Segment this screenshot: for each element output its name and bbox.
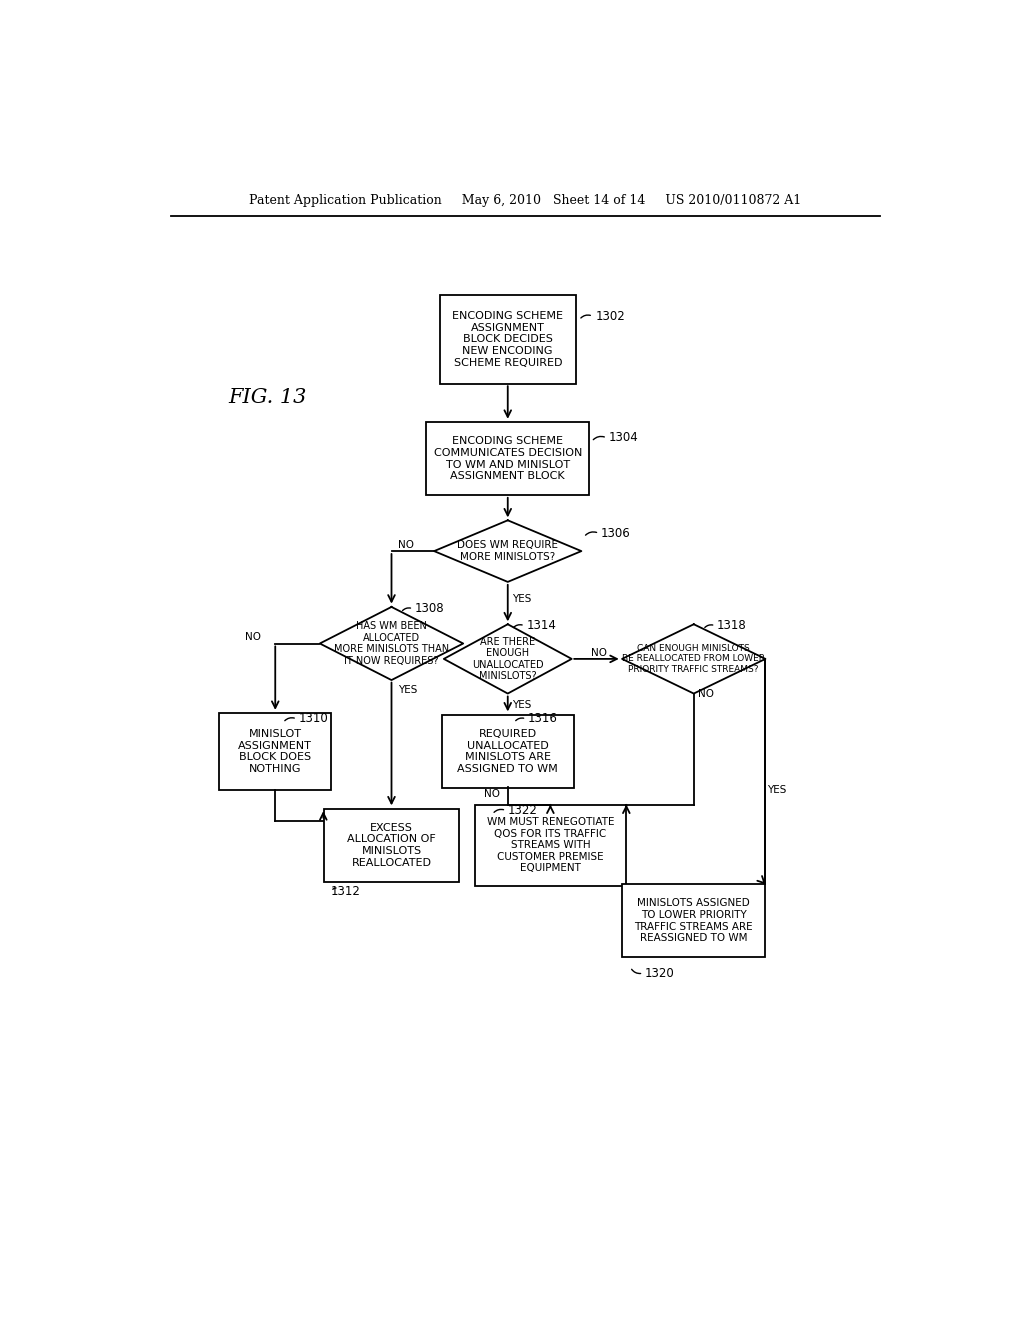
Text: WM MUST RENEGOTIATE
QOS FOR ITS TRAFFIC
STREAMS WITH
CUSTOMER PREMISE
EQUIPMENT: WM MUST RENEGOTIATE QOS FOR ITS TRAFFIC … (486, 817, 614, 874)
Text: 1322: 1322 (508, 804, 538, 817)
Text: FIG. 13: FIG. 13 (228, 388, 306, 407)
Text: 1320: 1320 (645, 966, 675, 979)
Text: 1304: 1304 (608, 432, 638, 445)
Text: ENCODING SCHEME
COMMUNICATES DECISION
TO WM AND MINISLOT
ASSIGNMENT BLOCK: ENCODING SCHEME COMMUNICATES DECISION TO… (433, 437, 582, 480)
Text: Patent Application Publication     May 6, 2010   Sheet 14 of 14     US 2010/0110: Patent Application Publication May 6, 20… (249, 194, 801, 207)
Text: DOES WM REQUIRE
MORE MINISLOTS?: DOES WM REQUIRE MORE MINISLOTS? (458, 540, 558, 562)
Text: CAN ENOUGH MINISLOTS
BE REALLOCATED FROM LOWER
PRIORITY TRAFFIC STREAMS?: CAN ENOUGH MINISLOTS BE REALLOCATED FROM… (623, 644, 765, 673)
Text: HAS WM BEEN
ALLOCATED
MORE MINISLOTS THAN
IT NOW REQUIRES?: HAS WM BEEN ALLOCATED MORE MINISLOTS THA… (334, 622, 450, 665)
Text: ARE THERE
ENOUGH
UNALLOCATED
MINISLOTS?: ARE THERE ENOUGH UNALLOCATED MINISLOTS? (472, 636, 544, 681)
Text: 1314: 1314 (526, 619, 556, 632)
Text: REQUIRED
UNALLOCATED
MINISLOTS ARE
ASSIGNED TO WM: REQUIRED UNALLOCATED MINISLOTS ARE ASSIG… (458, 729, 558, 774)
Text: YES: YES (397, 685, 417, 694)
Text: MINISLOT
ASSIGNMENT
BLOCK DOES
NOTHING: MINISLOT ASSIGNMENT BLOCK DOES NOTHING (239, 729, 312, 774)
Text: 1302: 1302 (595, 310, 625, 323)
Bar (475, 805, 626, 886)
Text: YES: YES (512, 700, 531, 710)
Bar (219, 713, 332, 789)
Text: YES: YES (767, 785, 786, 795)
Text: 1312: 1312 (331, 884, 360, 898)
Text: YES: YES (512, 594, 531, 603)
Text: 1316: 1316 (528, 713, 558, 726)
Bar (440, 296, 575, 384)
Text: MINISLOTS ASSIGNED
TO LOWER PRIORITY
TRAFFIC STREAMS ARE
REASSIGNED TO WM: MINISLOTS ASSIGNED TO LOWER PRIORITY TRA… (635, 899, 753, 942)
Bar (324, 809, 460, 882)
Text: NO: NO (697, 689, 714, 700)
Text: EXCESS
ALLOCATION OF
MINISLOTS
REALLOCATED: EXCESS ALLOCATION OF MINISLOTS REALLOCAT… (347, 822, 436, 867)
Bar (442, 714, 573, 788)
Text: NO: NO (246, 632, 261, 643)
Text: 1310: 1310 (299, 713, 329, 726)
Text: 1306: 1306 (601, 527, 631, 540)
Text: ENCODING SCHEME
ASSIGNMENT
BLOCK DECIDES
NEW ENCODING
SCHEME REQUIRED: ENCODING SCHEME ASSIGNMENT BLOCK DECIDES… (453, 312, 563, 367)
Bar (426, 422, 589, 495)
Text: 1318: 1318 (717, 619, 746, 632)
Bar (622, 884, 765, 957)
Text: NO: NO (484, 789, 500, 800)
Text: 1308: 1308 (415, 602, 444, 615)
Text: NO: NO (397, 540, 414, 550)
Text: NO: NO (591, 648, 606, 657)
